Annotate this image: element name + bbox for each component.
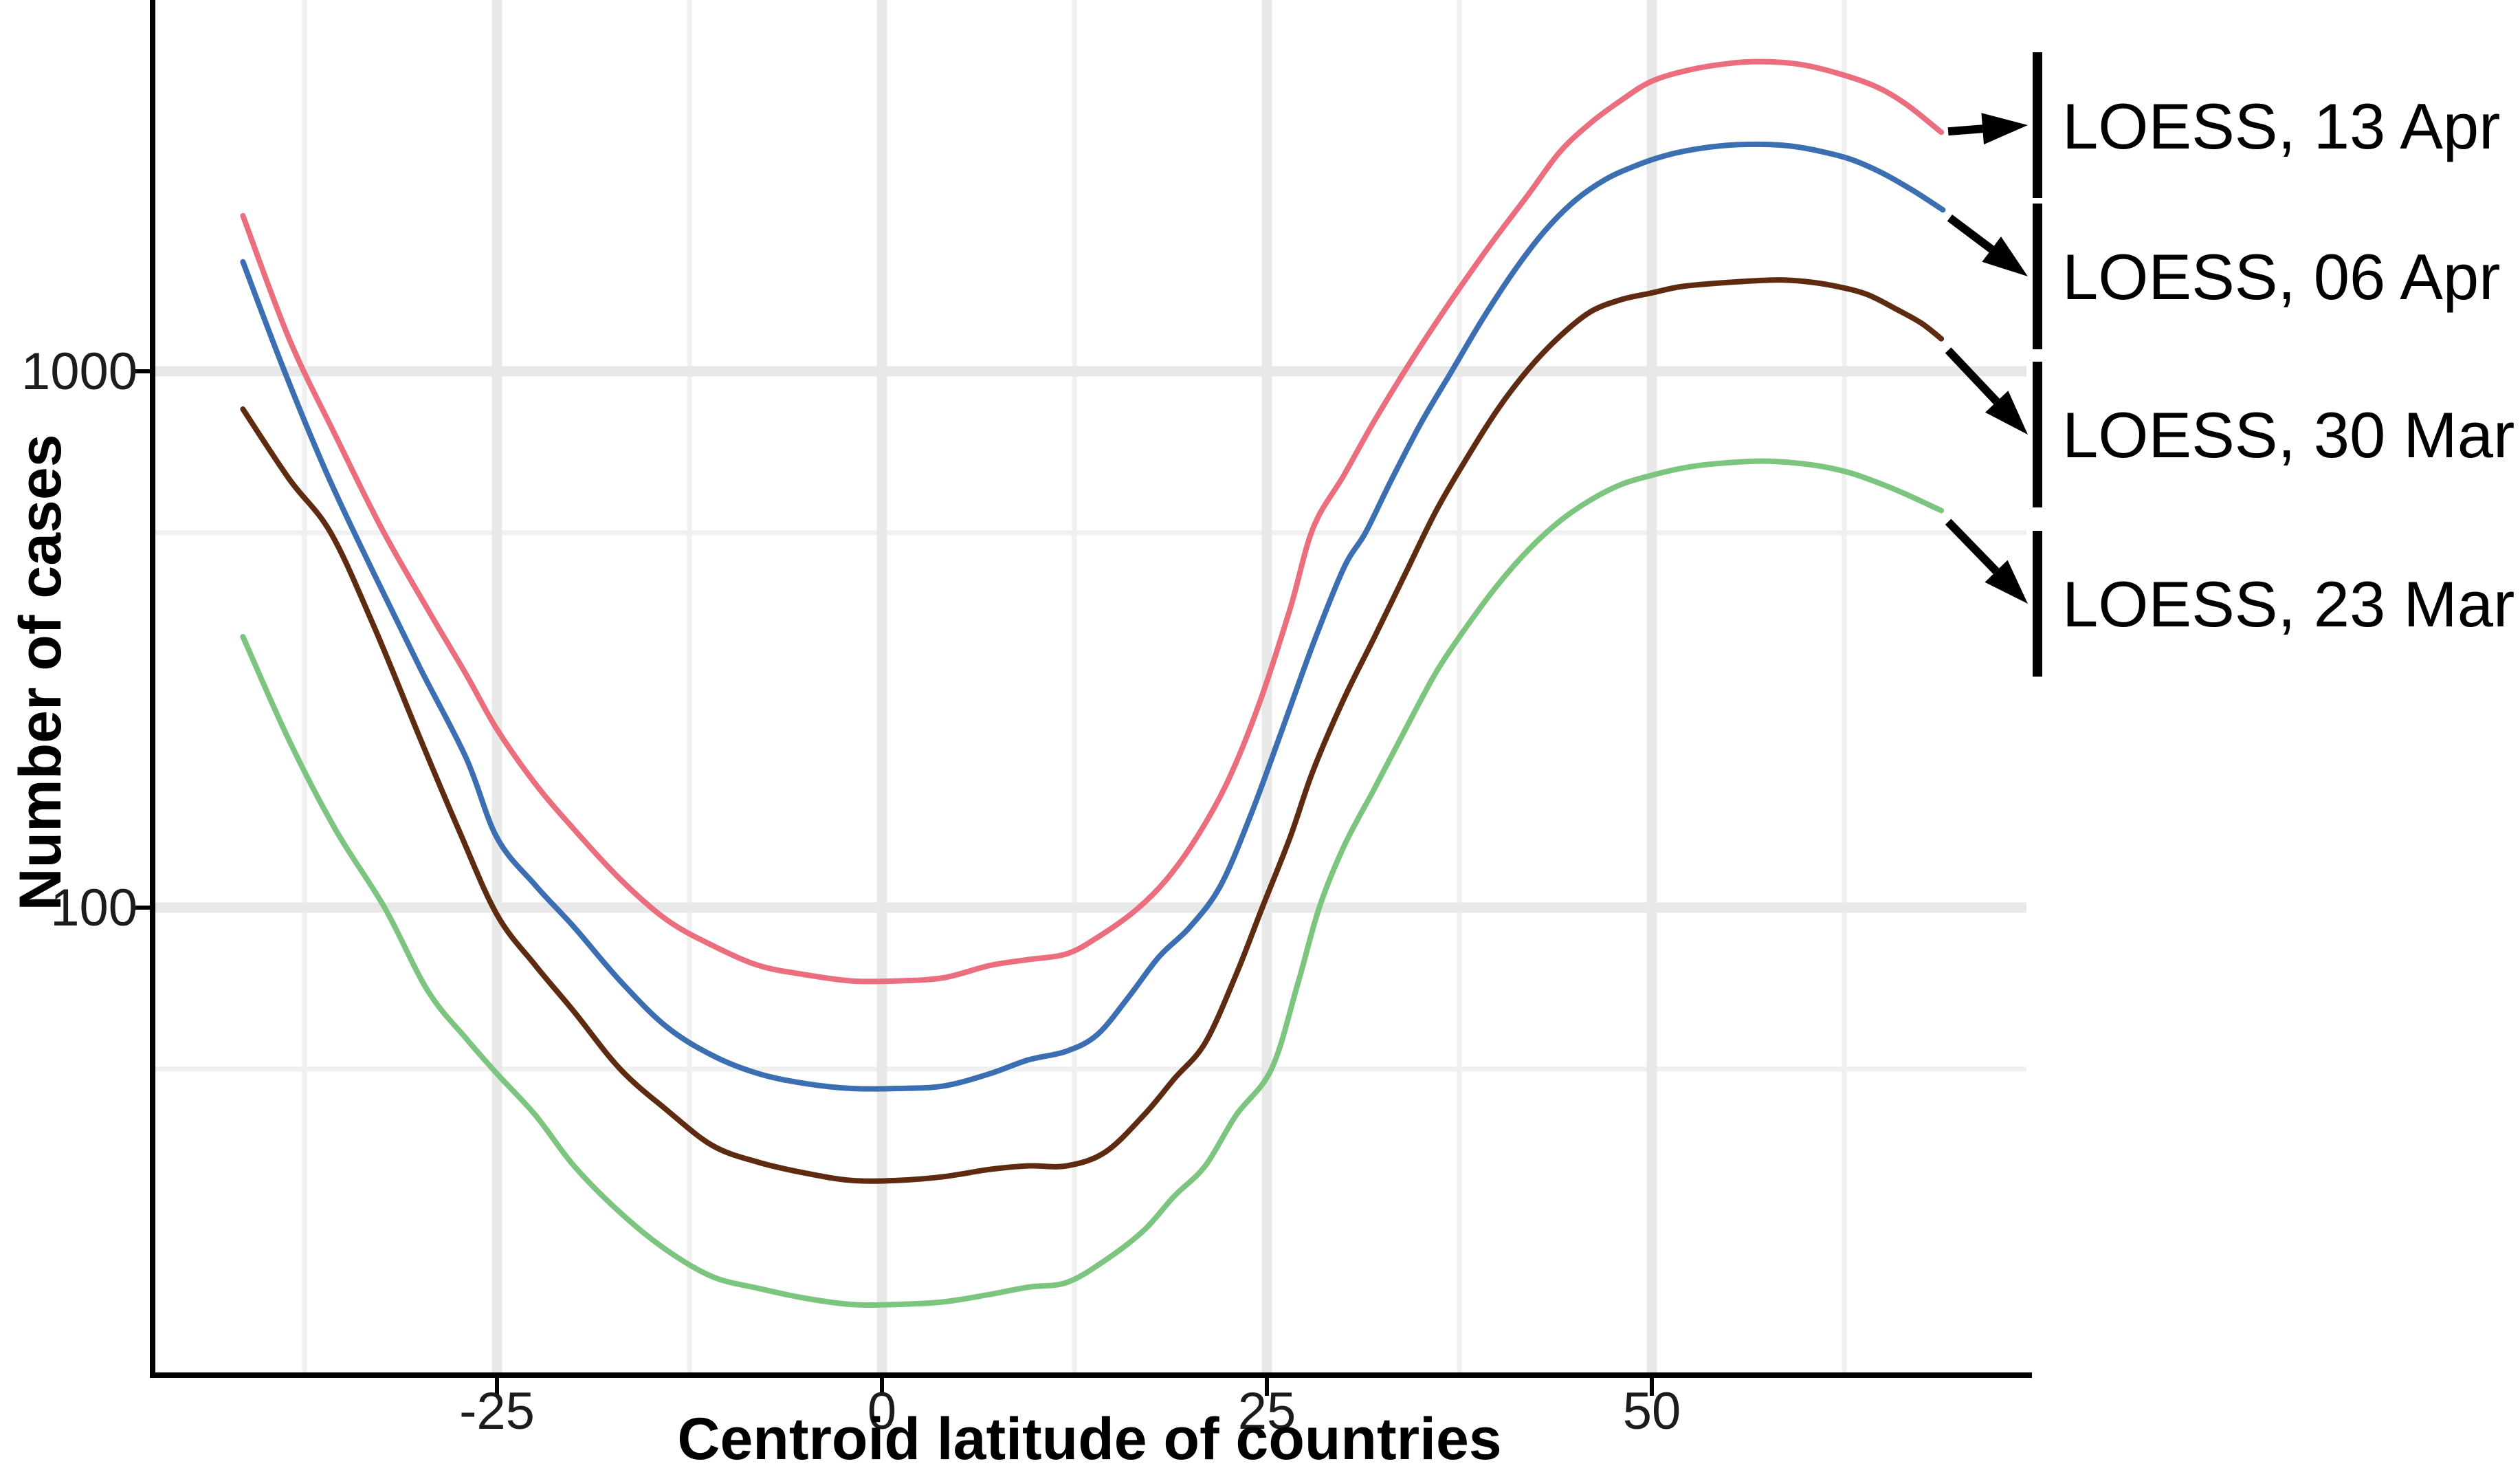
x-tick-label-neg25: -25 <box>459 1382 535 1440</box>
legend-annotations <box>1945 52 2042 677</box>
legend-arrow-head-3 <box>1985 391 2028 435</box>
legend-bar-4 <box>2033 531 2042 677</box>
series-line-loess-30-mar <box>240 277 1945 1184</box>
x-tick-label-50: 50 <box>1623 1382 1681 1440</box>
x-tick-label-25: 25 <box>1238 1382 1296 1440</box>
tick-marks <box>133 369 1654 1396</box>
legend-arrow-shaft-4 <box>1945 518 2000 574</box>
legend-arrow-shaft-2 <box>1947 215 1994 253</box>
series-line-loess-13-apr <box>240 58 1945 985</box>
legend-bar-2 <box>2033 204 2042 349</box>
legend-label-06-apr: LOESS, 06 Apr <box>2062 241 2500 313</box>
legend-arrow-shaft-3 <box>1945 347 2000 405</box>
legend-arrow-head-2 <box>1982 237 2028 276</box>
y-axis-title: Number of cases <box>8 434 74 910</box>
gridlines-major <box>153 0 2026 1375</box>
legend-arrow-shaft-1 <box>1947 124 1983 136</box>
series-line-loess-23-mar <box>240 458 1945 1308</box>
legend-label-13-apr: LOESS, 13 Apr <box>2062 90 2500 162</box>
series-curves <box>240 58 1946 1308</box>
gridlines-minor <box>153 0 2026 1375</box>
plot-panel <box>133 0 2042 1396</box>
x-axis-title: Centroid latitude of countries <box>677 1406 1501 1468</box>
legend-label-30-mar: LOESS, 30 Mar <box>2062 399 2515 471</box>
legend-bar-3 <box>2033 362 2042 507</box>
legend-label-23-mar: LOESS, 23 Mar <box>2062 568 2515 640</box>
y-tick-label-100: 100 <box>50 879 137 937</box>
legend-arrow-head-4 <box>1985 560 2028 604</box>
legend-arrow-head-1 <box>1981 113 2028 145</box>
axis-lines <box>150 0 2032 1378</box>
y-tick-label-1000: 1000 <box>21 342 137 401</box>
legend-bar-1 <box>2033 52 2042 198</box>
series-line-loess-06-apr <box>240 141 1946 1092</box>
x-tick-label-0: 0 <box>867 1382 896 1440</box>
